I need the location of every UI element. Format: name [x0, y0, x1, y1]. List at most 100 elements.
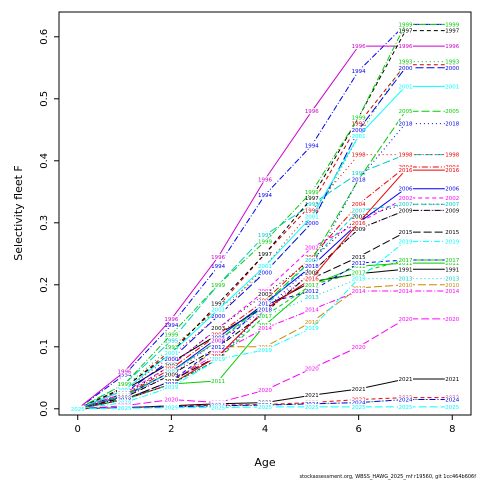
series-2025: 2025 2025 2025 2025 2025 2025 2025 2025 2025	[70, 403, 460, 413]
point-label-bg	[397, 266, 413, 273]
point-label-bg	[444, 164, 460, 170]
point-label: 2012	[211, 345, 225, 351]
point-label-bg	[397, 229, 413, 236]
point-label: 1994	[352, 69, 366, 75]
point-label-bg	[257, 387, 273, 394]
point-label: 1997	[305, 196, 319, 202]
point-label: 2014	[258, 326, 272, 332]
point-label-bg	[397, 43, 413, 50]
point-label-bg	[163, 396, 179, 403]
point-label-bg	[397, 207, 413, 214]
point-label-bg	[444, 207, 460, 214]
point-label-bg	[117, 387, 133, 394]
point-label-bg	[210, 303, 226, 310]
point-label: 2019	[445, 239, 459, 245]
point-label: 1996	[398, 44, 412, 50]
point-label-bg	[117, 405, 133, 412]
point-label: 2011	[445, 261, 459, 267]
point-label-bg	[351, 67, 367, 74]
point-label: 2000	[445, 66, 459, 72]
point-label-bg	[351, 43, 367, 50]
point-label-bg	[351, 170, 367, 177]
point-label-bg	[257, 250, 273, 257]
point-label-bg	[210, 306, 226, 313]
point-label-bg	[304, 403, 320, 410]
point-label: 2013	[445, 277, 459, 283]
point-label: 1999	[118, 382, 132, 388]
point-label-bg	[210, 334, 226, 341]
point-label-bg	[210, 377, 226, 384]
y-axis-title: Selectivity fleet F	[12, 165, 25, 260]
point-label: 2000	[211, 314, 225, 320]
point-label: 1996	[258, 177, 272, 183]
point-label-bg	[257, 303, 273, 310]
point-label: 2025	[258, 405, 272, 411]
point-label: 2012	[258, 301, 272, 307]
point-label-bg	[444, 257, 460, 263]
point-label: 1997	[258, 252, 272, 258]
point-label-bg	[444, 229, 460, 236]
point-label-bg	[444, 195, 460, 201]
point-label: 2017	[352, 270, 366, 276]
point-label: 2014	[398, 289, 412, 295]
point-label: 2003	[352, 215, 366, 221]
point-label: 2002	[398, 196, 412, 202]
point-label: 1994	[258, 193, 272, 199]
point-label-bg	[397, 195, 413, 201]
point-label: 1998	[305, 208, 319, 214]
point-label-bg	[351, 275, 367, 282]
series-line	[77, 203, 453, 410]
point-label: 2009	[352, 227, 366, 233]
point-label: 1993	[398, 60, 412, 66]
point-label: 1993	[164, 345, 178, 351]
point-label: 2005	[398, 109, 412, 115]
point-label-bg	[444, 64, 460, 71]
point-label-bg	[304, 207, 320, 214]
point-label: 2019	[258, 348, 272, 354]
point-label-bg	[397, 257, 413, 263]
point-label-bg	[210, 356, 226, 363]
point-label: 1991	[445, 267, 459, 273]
point-label: 2019	[164, 385, 178, 391]
point-label: 2000	[258, 270, 272, 276]
point-label-bg	[397, 120, 413, 127]
point-label-bg	[397, 21, 413, 28]
point-label: 1995	[352, 171, 366, 177]
point-label-bg	[397, 238, 413, 245]
point-label-bg	[351, 288, 367, 294]
point-label: 2025	[445, 405, 459, 411]
point-label-bg	[257, 238, 273, 245]
point-label-bg	[351, 126, 367, 133]
point-label: 2015	[398, 230, 412, 236]
point-label-bg	[257, 263, 273, 270]
point-label-bg	[351, 253, 367, 260]
point-label: 2011	[398, 261, 412, 267]
point-label-bg	[351, 201, 367, 208]
point-label-bg	[351, 399, 367, 406]
point-label-bg	[397, 83, 413, 90]
point-label-bg	[163, 315, 179, 322]
point-label: 1999	[352, 115, 366, 121]
point-label: 2019	[398, 239, 412, 245]
point-label-bg	[444, 43, 460, 50]
x-tick-label: 8	[449, 424, 455, 435]
point-label-bg	[397, 108, 413, 115]
point-label: 1999	[305, 190, 319, 196]
point-label-bg	[304, 213, 320, 220]
series-line	[77, 110, 453, 410]
point-label-bg	[163, 381, 179, 387]
point-label: 2010	[398, 283, 412, 289]
point-label-bg	[304, 253, 320, 260]
point-label: 2001	[305, 215, 319, 221]
point-label: 2019	[352, 277, 366, 283]
point-label-bg	[117, 381, 133, 387]
point-label-bg	[163, 359, 179, 366]
point-label: 2024	[398, 398, 412, 404]
point-label-bg	[210, 331, 226, 338]
point-label-bg	[257, 403, 273, 410]
point-label: 1992	[352, 122, 366, 128]
point-label: 1996	[118, 370, 132, 376]
point-label: 2024	[445, 398, 459, 404]
point-label-bg	[257, 322, 273, 329]
point-label-bg	[444, 260, 460, 267]
